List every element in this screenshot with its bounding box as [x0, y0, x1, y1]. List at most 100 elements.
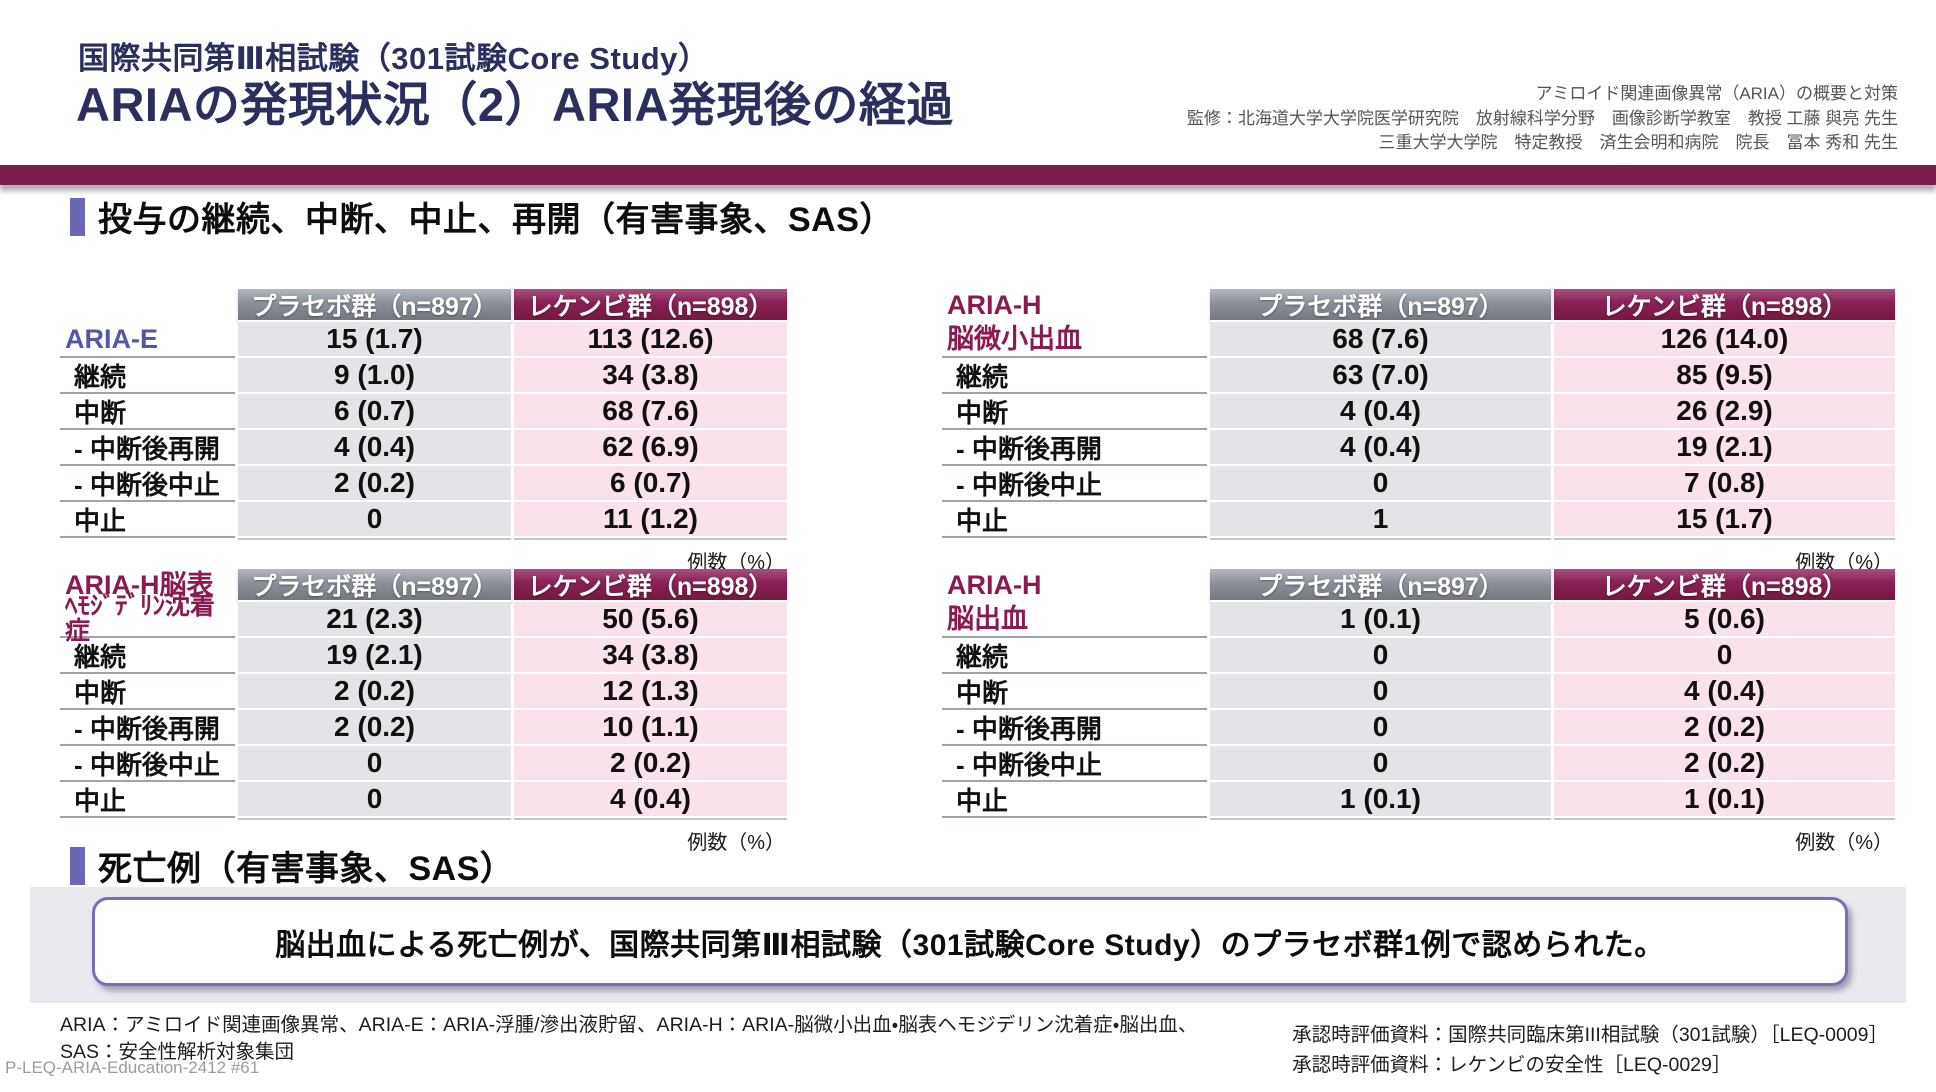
- section-death: 死亡例（有害事象、SAS）: [70, 841, 514, 890]
- table-cell: 7 (0.8): [1554, 466, 1895, 502]
- header-divider-bar: [0, 165, 1936, 185]
- section-continuation: 投与の継続、中断、中止、再開（有害事象、SAS）: [70, 192, 894, 241]
- placebo-column: プラセボ群（n=897） 1 (0.1) 0 0 0 0 1 (0.1): [1210, 569, 1551, 820]
- table-cell: 6 (0.7): [514, 466, 787, 502]
- section-accent-bar: [70, 197, 85, 236]
- table-cell: 4 (0.4): [238, 430, 511, 466]
- table-cell: 15 (1.7): [1554, 502, 1895, 538]
- table-cell: 0: [1554, 638, 1895, 674]
- row-label-column: ARIA-H脳表 ﾍﾓｼﾞﾃﾞﾘﾝ沈着症 継続 中断 - 中断後再開 - 中断後…: [60, 569, 235, 820]
- row-label: 継続: [60, 358, 235, 394]
- table-cell: 4 (0.4): [1554, 674, 1895, 710]
- lecanemab-header: レケンビ群（n=898）: [1554, 289, 1895, 322]
- group-label: ARIA-E: [60, 289, 235, 358]
- placebo-header: プラセボ群（n=897）: [238, 289, 511, 322]
- placebo-header: プラセボ群（n=897）: [238, 569, 511, 602]
- row-label: 継続: [60, 638, 235, 674]
- group-label: ARIA-H脳表 ﾍﾓｼﾞﾃﾞﾘﾝ沈着症: [60, 569, 235, 645]
- table-cell: 1: [1210, 502, 1551, 538]
- table-cell: 15 (1.7): [238, 322, 511, 358]
- row-label: - 中断後再開: [942, 710, 1207, 746]
- row-label: 中止: [60, 502, 235, 538]
- table-cell: 21 (2.3): [238, 602, 511, 638]
- group-label-line1: ARIA-H: [947, 570, 1042, 600]
- table-cell: 2 (0.2): [238, 674, 511, 710]
- unit-note: 例数（%）: [1795, 552, 1893, 574]
- table-cell: 0: [238, 502, 511, 538]
- table-cell: 6 (0.7): [238, 394, 511, 430]
- footnote-line: 承認時評価資料：レケンビの安全性［LEQ-0029］: [1292, 1054, 1732, 1077]
- placebo-header: プラセボ群（n=897）: [1210, 289, 1551, 322]
- table-cell: 5 (0.6): [1554, 602, 1895, 638]
- table-cell: 2 (0.2): [1554, 710, 1895, 746]
- page-subtitle: 国際共同第Ⅲ相試験（301試験Core Study）: [78, 41, 710, 76]
- table-cell: 34 (3.8): [514, 358, 787, 394]
- page-code: P-LEQ-ARIA-Education-2412 #61: [5, 1058, 260, 1077]
- group-label-line2: 脳微小出血: [947, 323, 1082, 354]
- table-cell: 0: [238, 782, 511, 818]
- table-cell: 0: [1210, 674, 1551, 710]
- row-label: - 中断後中止: [942, 466, 1207, 502]
- table-cell: 63 (7.0): [1210, 358, 1551, 394]
- footnote-line: SAS：安全性解析対象集団: [60, 1041, 295, 1064]
- table-cell: 1 (0.1): [1554, 782, 1895, 818]
- table-cell: 62 (6.9): [514, 430, 787, 466]
- footnote-line: ARIA：アミロイド関連画像異常、ARIA-E：ARIA-浮腫/滲出液貯留、AR…: [60, 1014, 1198, 1036]
- table-cell: 1 (0.1): [1210, 782, 1551, 818]
- row-label-column: ARIA-H 脳出血 継続 中断 - 中断後再開 - 中断後中止 中止: [942, 569, 1207, 820]
- table-cell: 4 (0.4): [1210, 430, 1551, 466]
- section-accent-bar: [70, 846, 85, 885]
- table-cell: 19 (2.1): [238, 638, 511, 674]
- placebo-column: プラセボ群（n=897） 68 (7.6) 63 (7.0) 4 (0.4) 4…: [1210, 289, 1551, 540]
- row-label: 継続: [942, 358, 1207, 394]
- table-cell: 113 (12.6): [514, 322, 787, 358]
- table-cell: 2 (0.2): [238, 710, 511, 746]
- table-aria-e: ARIA-E 継続 中断 - 中断後再開 - 中断後中止 中止 プラセボ群（n=…: [60, 289, 787, 574]
- group-label-line2: ARIA-E: [65, 323, 158, 354]
- table-cell: 2 (0.2): [514, 746, 787, 782]
- unit-note: 例数（%）: [687, 552, 785, 574]
- lecanemab-header: レケンビ群（n=898）: [514, 289, 787, 322]
- table-cell: 9 (1.0): [238, 358, 511, 394]
- group-label-line1: ARIA-H: [947, 290, 1042, 320]
- row-label: - 中断後再開: [942, 430, 1207, 466]
- row-label: 中断: [60, 394, 235, 430]
- placebo-column: プラセボ群（n=897） 21 (2.3) 19 (2.1) 2 (0.2) 2…: [238, 569, 511, 820]
- supervision-line: 三重大学大学院 特定教授 済生会明和病院 院長 冨本 秀和 先生: [1378, 133, 1898, 153]
- table-cell: 68 (7.6): [514, 394, 787, 430]
- lecanemab-column: レケンビ群（n=898） 126 (14.0) 85 (9.5) 26 (2.9…: [1554, 289, 1895, 540]
- row-label-column: ARIA-H 脳微小出血 継続 中断 - 中断後再開 - 中断後中止 中止: [942, 289, 1207, 540]
- section-title: 死亡例（有害事象、SAS）: [98, 850, 515, 888]
- row-label: - 中断後中止: [60, 466, 235, 502]
- table-cell: 85 (9.5): [1554, 358, 1895, 394]
- table-aria-h-hemorrhage: ARIA-H 脳出血 継続 中断 - 中断後再開 - 中断後中止 中止 プラセボ…: [942, 569, 1895, 854]
- group-label: ARIA-H 脳出血: [942, 569, 1207, 638]
- supervision-note: アミロイド関連画像異常（ARIA）の概要と対策 監修：北海道大学大学院医学研究院…: [1187, 82, 1898, 156]
- group-label-line1: ARIA-H脳表: [65, 570, 214, 600]
- lecanemab-header: レケンビ群（n=898）: [514, 569, 787, 602]
- row-label: 中断: [942, 674, 1207, 710]
- table-cell: 4 (0.4): [514, 782, 787, 818]
- lecanemab-column: レケンビ群（n=898） 5 (0.6) 0 4 (0.4) 2 (0.2) 2…: [1554, 569, 1895, 820]
- footnote-line: 承認時評価資料：国際共同臨床第III相試験（301試験）［LEQ-0009］: [1292, 1024, 1888, 1046]
- row-label: - 中断後再開: [60, 710, 235, 746]
- footnote-abbreviations: ARIA：アミロイド関連画像異常、ARIA-E：ARIA-浮腫/滲出液貯留、AR…: [60, 1012, 1197, 1067]
- table-cell: 19 (2.1): [1554, 430, 1895, 466]
- table-cell: 2 (0.2): [238, 466, 511, 502]
- placebo-header: プラセボ群（n=897）: [1210, 569, 1551, 602]
- table-aria-h-siderosis: ARIA-H脳表 ﾍﾓｼﾞﾃﾞﾘﾝ沈着症 継続 中断 - 中断後再開 - 中断後…: [60, 569, 787, 854]
- row-label: 中止: [60, 782, 235, 818]
- group-label-line1: [65, 289, 235, 322]
- placebo-column: プラセボ群（n=897） 15 (1.7) 9 (1.0) 6 (0.7) 4 …: [238, 289, 511, 540]
- row-label: - 中断後中止: [942, 746, 1207, 782]
- row-label-column: ARIA-E 継続 中断 - 中断後再開 - 中断後中止 中止: [60, 289, 235, 540]
- group-label-line2: 脳出血: [947, 603, 1028, 634]
- row-label: 中止: [942, 502, 1207, 538]
- table-cell: 0: [1210, 746, 1551, 782]
- group-label-line2: ﾍﾓｼﾞﾃﾞﾘﾝ沈着症: [65, 592, 216, 645]
- table-cell: 12 (1.3): [514, 674, 787, 710]
- group-label: ARIA-H 脳微小出血: [942, 289, 1207, 358]
- table-cell: 4 (0.4): [1210, 394, 1551, 430]
- death-note-box: 脳出血による死亡例が、国際共同第Ⅲ相試験（301試験Core Study）のプラ…: [92, 897, 1848, 986]
